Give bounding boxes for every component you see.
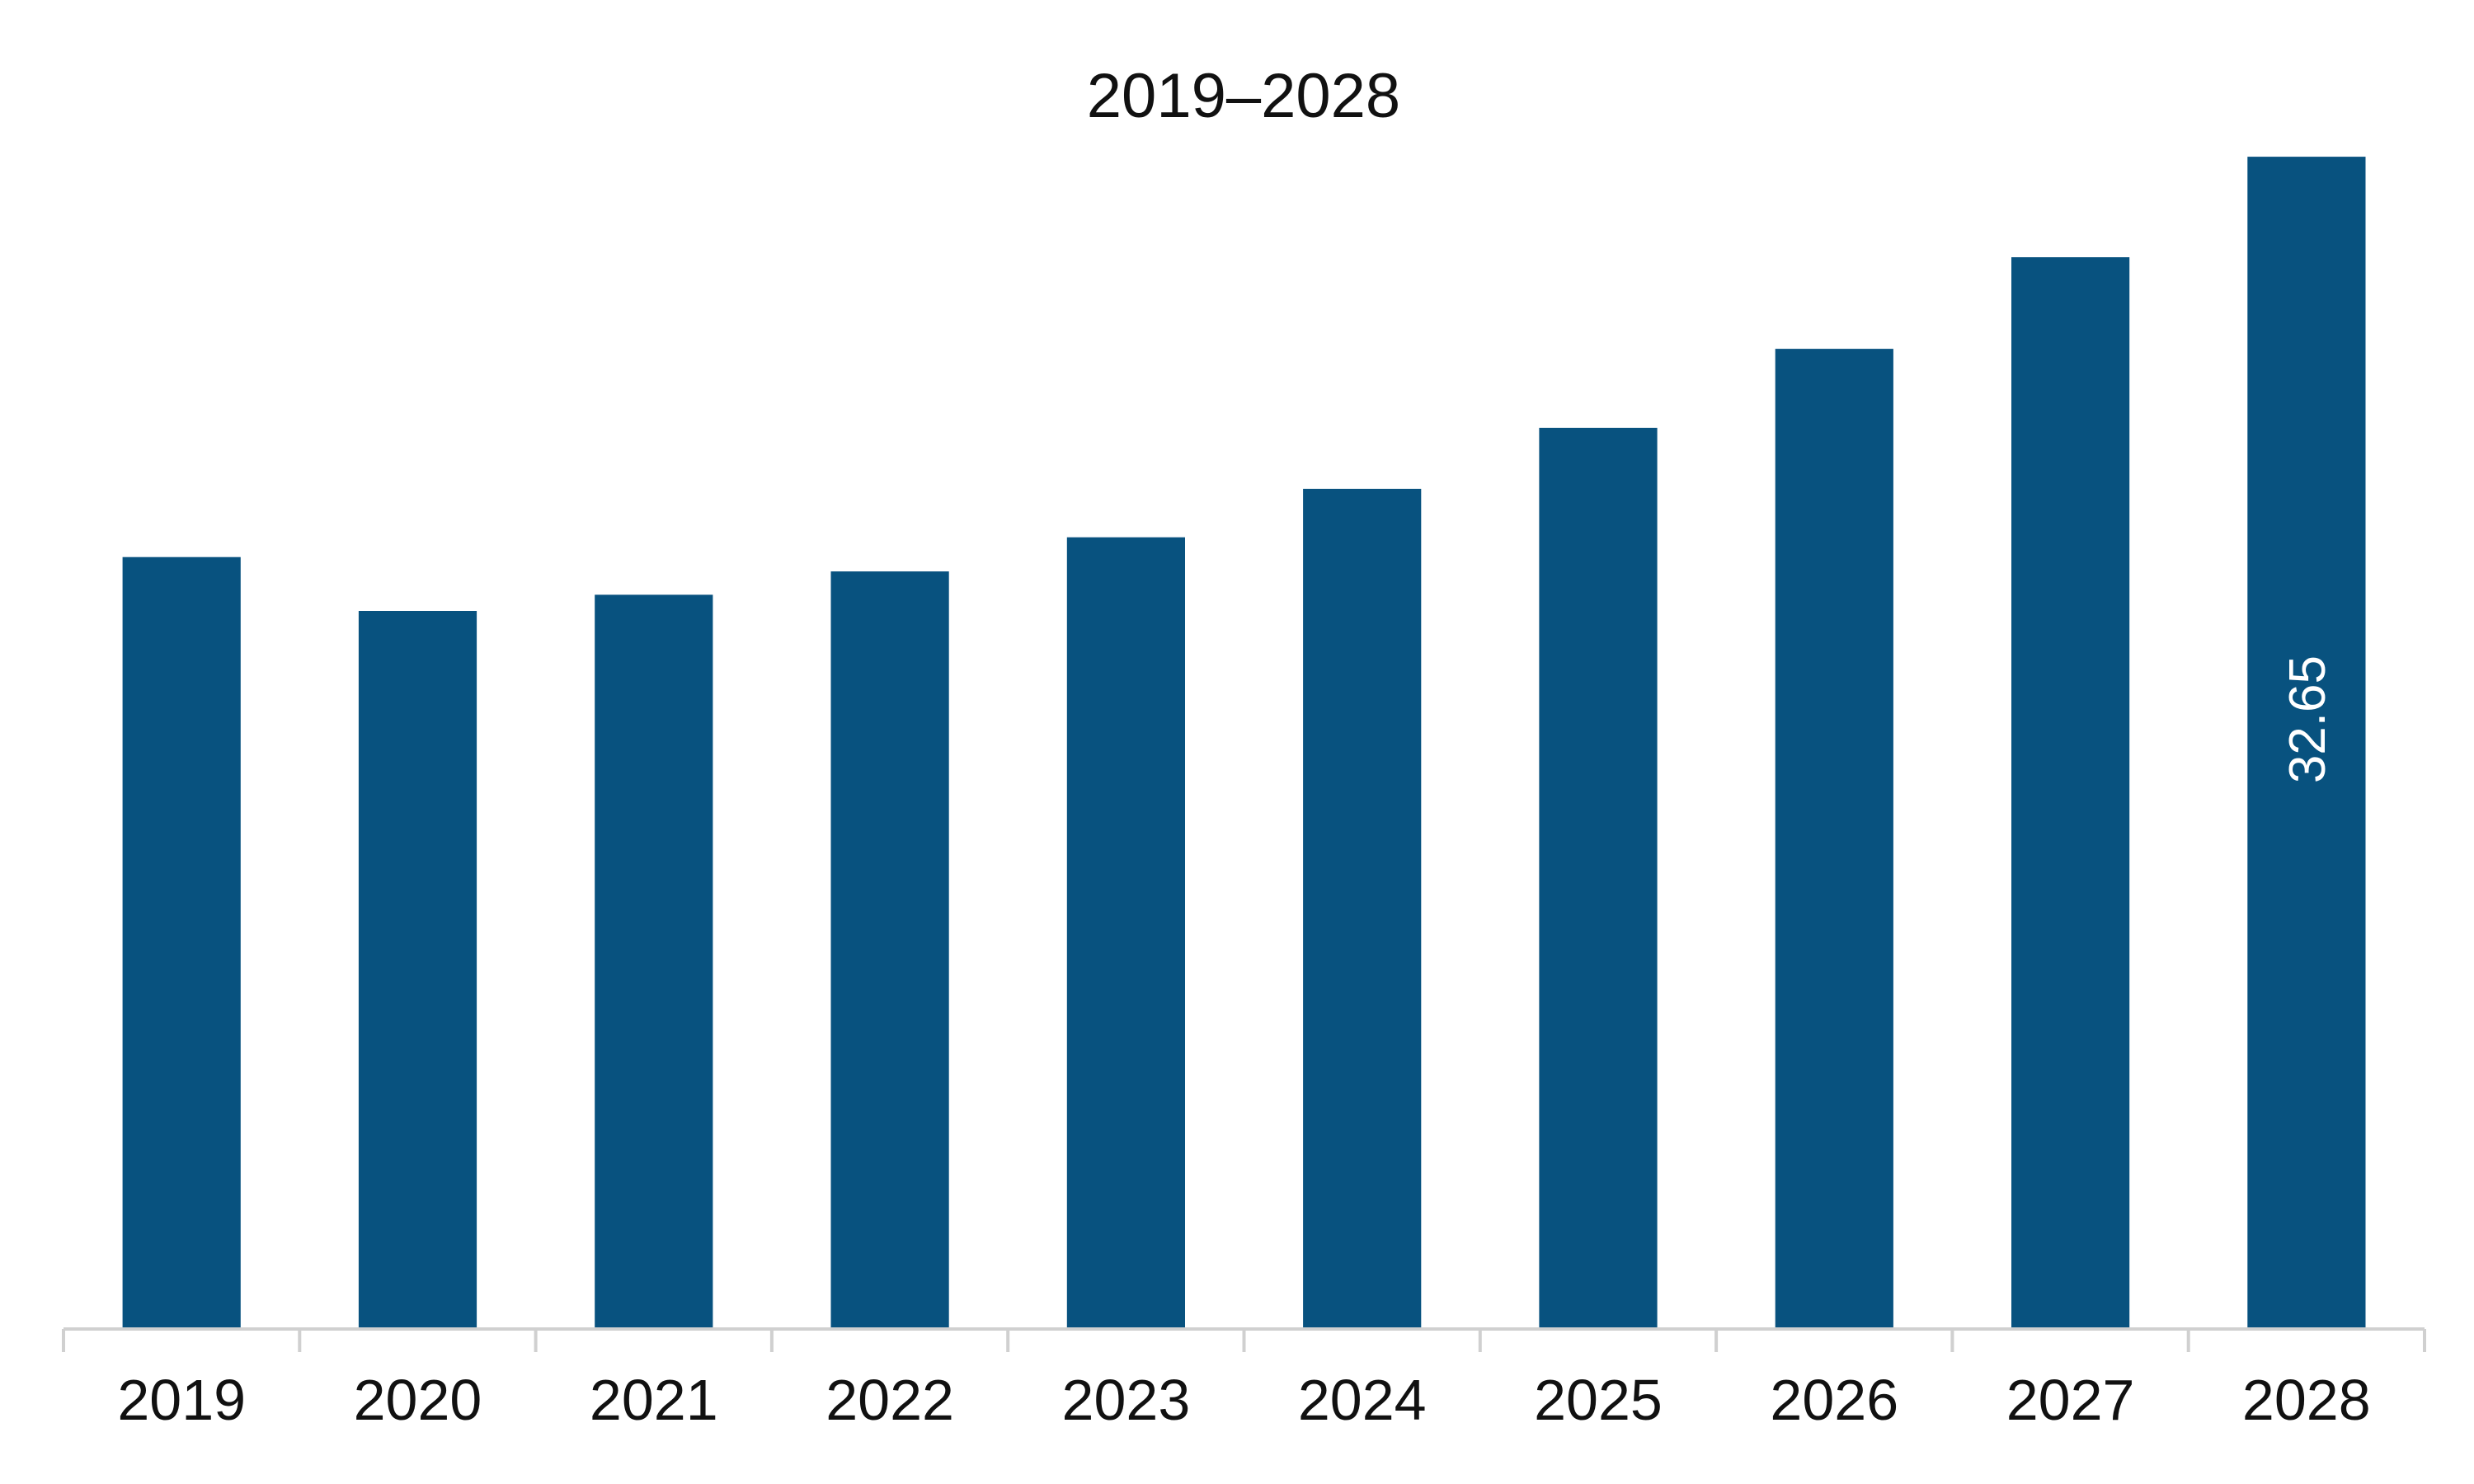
bar-2021 [595,594,713,1329]
bar-2019 [122,556,241,1329]
bar-2025 [1539,427,1658,1329]
bar-2026 [1775,349,1893,1330]
x-axis [62,1327,2426,1352]
bar-2024 [1303,488,1422,1329]
x-tick-label-2024: 2024 [1298,1368,1427,1432]
x-tick-label-2026: 2026 [1770,1368,1898,1432]
x-tick-label-2028: 2028 [2242,1368,2371,1432]
x-tick-label-2023: 2023 [1062,1368,1191,1432]
chart-title: 2019–2028 [1087,61,1400,131]
x-tick-label-2025: 2025 [1534,1368,1663,1432]
bar-2027 [2011,257,2130,1329]
data-label-2028: 32.65 [2279,655,2336,783]
tick-labels: 2019 2020 2021 2022 2023 2024 2025 2026 2027 2028 [117,1368,2370,1432]
bar-2020 [358,611,477,1329]
x-tick-label-2019: 2019 [117,1368,246,1432]
x-tick-label-2021: 2021 [590,1368,718,1432]
bar-2028 [2247,157,2366,1330]
x-tick-label-2027: 2027 [2006,1368,2135,1432]
bar-2022 [830,571,949,1329]
x-tick-label-2022: 2022 [825,1368,954,1432]
bars-layer [122,157,2366,1330]
x-tick-label-2020: 2020 [354,1368,482,1432]
bar-2023 [1066,537,1185,1329]
data-labels: 32.65 [2279,655,2336,783]
